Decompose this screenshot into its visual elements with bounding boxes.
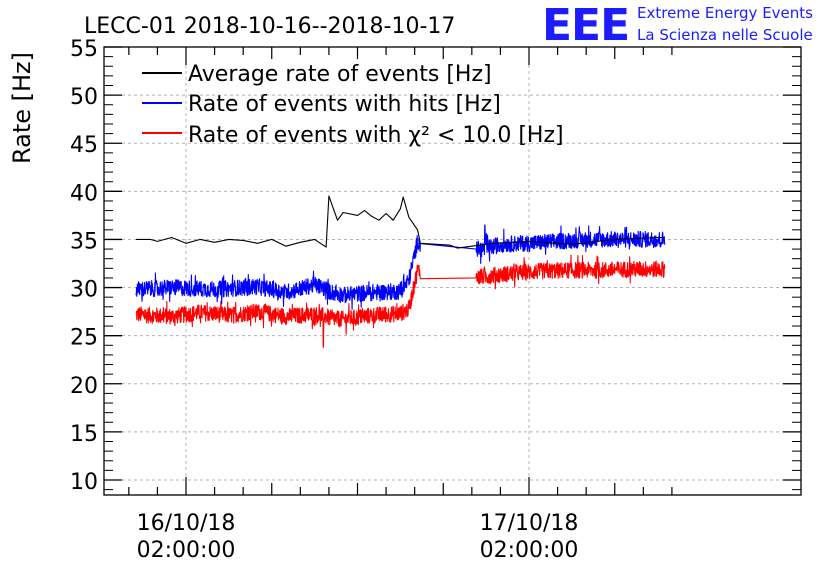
y-tick-label-45: 45 [70,133,98,158]
x-tick-date-0: 16/10/18 [137,511,236,536]
logo-line-2: La Scienza nelle Scuole [637,26,813,44]
tick-labels: 1015202530354045505516/10/1802:00:0017/1… [70,37,578,563]
y-tick-label-35: 35 [70,229,98,254]
chart-title: LECC-01 2018-10-16--2018-10-17 [84,14,455,39]
axis-ticks [104,46,801,495]
y-tick-label-50: 50 [70,85,98,110]
eee-logo: EEE Extreme Energy Events La Scienza nel… [542,0,813,51]
y-tick-label-40: 40 [70,181,98,206]
y-tick-label-25: 25 [70,326,98,351]
legend-label-average: Average rate of events [Hz] [188,62,492,87]
y-tick-label-30: 30 [70,278,98,303]
y-tick-label-10: 10 [70,470,98,495]
y-tick-label-55: 55 [70,37,98,62]
x-tick-time-1: 02:00:00 [480,538,579,563]
legend-label-chi2: Rate of events with χ² < 10.0 [Hz] [188,123,564,148]
y-tick-label-20: 20 [70,374,98,399]
legend-label-hits: Rate of events with hits [Hz] [188,92,501,117]
series-line-1 [135,224,666,310]
logo-line-1: Extreme Energy Events [637,4,813,22]
y-tick-label-15: 15 [70,422,98,447]
eee-logo-mark: EEE [542,0,629,51]
y-axis-label: Rate [Hz] [8,52,36,164]
series-layer [135,195,666,348]
legend: Average rate of events [Hz] Rate of even… [142,62,564,148]
series-line-0 [136,195,665,249]
x-tick-time-0: 02:00:00 [137,538,236,563]
x-tick-date-1: 17/10/18 [480,511,579,536]
plot-frame [103,46,802,496]
series-line-2 [135,254,666,348]
